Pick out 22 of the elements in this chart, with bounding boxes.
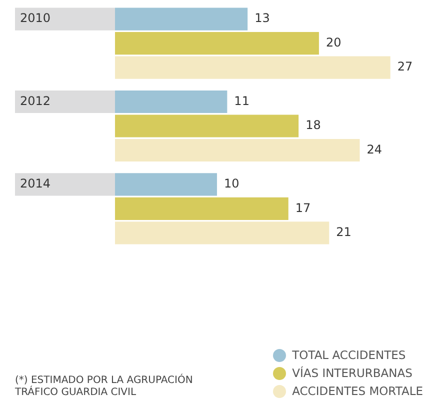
- data-label: 27: [397, 60, 413, 74]
- y-tick-label: 2014: [20, 176, 51, 191]
- bar: [115, 32, 319, 55]
- bar: [115, 114, 299, 138]
- text: (*) ESTIMADO POR LA AGRUPACIÓN TRÁFICO GUARDIA CIVIL: [15, 375, 194, 399]
- data-label: 17: [295, 200, 311, 215]
- bar: [115, 138, 360, 162]
- data-label: 18: [306, 118, 321, 132]
- bar: [115, 222, 330, 244]
- data-label: 11: [234, 94, 250, 108]
- legend-label: TOTAL ACCIDENTES: [292, 348, 406, 362]
- data-label: 13: [254, 11, 270, 26]
- data-label: 10: [224, 176, 240, 191]
- data-label: 20: [326, 35, 342, 50]
- legend-label: VÍAS INTERURBANAS: [292, 366, 412, 380]
- bar: [115, 197, 288, 220]
- y-tick-label: 2012: [20, 94, 51, 108]
- y-tick-label: 2010: [20, 11, 51, 26]
- data-label: 21: [336, 225, 352, 240]
- bar: [115, 56, 390, 79]
- data-label: 24: [366, 142, 382, 156]
- legend-label: ACCIDENTES MORTALE: [292, 384, 423, 398]
